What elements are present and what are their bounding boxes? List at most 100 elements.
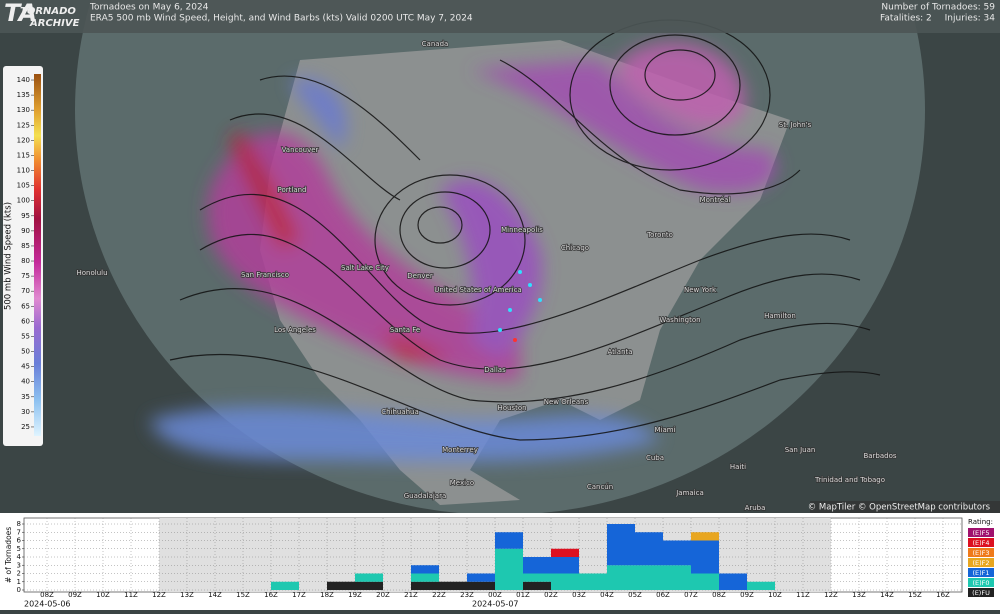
legend-label: (E)FU	[972, 589, 990, 597]
y-tick-label: 7	[17, 528, 21, 536]
bar-segment	[551, 557, 579, 574]
map-label: Denver	[407, 272, 433, 280]
bar-segment	[635, 532, 663, 566]
map-label: Dallas	[484, 366, 506, 374]
y-tick-label: 2	[17, 570, 21, 578]
map-label: Vancouver	[282, 146, 319, 154]
x-tick-label: 08Z	[40, 591, 54, 599]
legend-swatch	[968, 588, 994, 597]
bar-segment	[579, 573, 607, 590]
x-tick-label: 03Z	[572, 591, 586, 599]
x-tick-label: 04Z	[600, 591, 614, 599]
bar-segment	[327, 581, 355, 590]
colorbar-tick-label: 110	[17, 167, 30, 175]
colorbar-tick-label: 105	[17, 182, 30, 190]
x-tick-label: 06Z	[656, 591, 670, 599]
colorbar-tick-label: 115	[17, 151, 30, 159]
bar-segment	[607, 565, 635, 590]
colorbar-tick-label: 125	[17, 121, 30, 129]
fatalities: Fatalities: 2	[880, 14, 932, 24]
map-label: Washington	[659, 316, 700, 324]
y-tick-label: 0	[17, 586, 21, 594]
y-tick-label: 3	[17, 561, 21, 569]
bar-segment	[663, 540, 691, 566]
map-label: Mexico	[450, 479, 474, 487]
map-label: Montréal	[700, 196, 731, 204]
map-label: New Orleans	[544, 398, 589, 406]
bar-segment	[495, 548, 523, 590]
attribution[interactable]: © MapTiler © OpenStreetMap contributors	[808, 503, 991, 513]
map-label: Aruba	[745, 504, 766, 512]
bar-segment	[523, 557, 551, 574]
y-tick-label: 8	[17, 520, 21, 528]
colorbar-tick-label: 25	[21, 423, 30, 431]
x-tick-label: 15Z	[236, 591, 250, 599]
y-tick-label: 1	[17, 578, 21, 586]
map-label: Minneapolis	[501, 226, 543, 234]
y-tick-label: 5	[17, 545, 21, 553]
x-tick-label: 13Z	[852, 591, 866, 599]
bar-segment	[467, 573, 495, 582]
bar-segment	[663, 565, 691, 590]
legend-swatch	[968, 538, 994, 547]
map-label: Jamaica	[675, 489, 704, 497]
colorbar-tick-label: 35	[21, 393, 30, 401]
map-label: Trinidad and Tobago	[814, 476, 885, 484]
legend-label: (E)F5	[972, 529, 989, 537]
legend-swatch	[968, 568, 994, 577]
x-tick-label: 17Z	[292, 591, 306, 599]
x-tick-label: 07Z	[684, 591, 698, 599]
tornado-count: Number of Tornadoes: 59	[881, 3, 995, 13]
x-tick-label: 20Z	[376, 591, 390, 599]
colorbar-tick-label: 40	[21, 378, 30, 386]
map-label: Canada	[422, 40, 449, 48]
colorbar-tick-label: 95	[21, 212, 30, 220]
bar-segment	[691, 573, 719, 590]
x-tick-label: 12Z	[152, 591, 166, 599]
colorbar-tick-label: 70	[21, 287, 30, 295]
x-tick-label: 10Z	[96, 591, 110, 599]
colorbar-tick-label: 90	[21, 227, 30, 235]
attribution-box	[810, 501, 1000, 513]
x-tick-label: 13Z	[180, 591, 194, 599]
x-tick-label: 02Z	[544, 591, 558, 599]
bar-segment	[467, 581, 495, 590]
colorbar-tick-label: 80	[21, 257, 30, 265]
bar-segment	[635, 565, 663, 590]
colorbar-tick-label: 140	[17, 76, 30, 84]
map-label: Atlanta	[607, 348, 632, 356]
x-tick-label: 09Z	[740, 591, 754, 599]
x-tick-label: 11Z	[796, 591, 810, 599]
legend-label: (E)F2	[972, 559, 989, 567]
x-tick-label: 11Z	[124, 591, 138, 599]
title: Tornadoes on May 6, 2024	[89, 3, 209, 13]
x-tick-label: 22Z	[432, 591, 446, 599]
map-label: Santa Fe	[390, 326, 420, 334]
colorbar-panel	[3, 66, 43, 446]
colorbar: 500 mb Wind Speed (kts) 25 30 35 40 45 50 55 60…	[3, 66, 43, 446]
map[interactable]: Canada Honolulu Vancouver Portland San F…	[0, 0, 1000, 515]
y-tick-label: 6	[17, 537, 22, 545]
legend-swatch	[968, 558, 994, 567]
map-label: Salt Lake City	[341, 264, 389, 272]
logo-text: ARCHIVE	[29, 18, 80, 29]
bar-segment	[691, 532, 719, 541]
legend-swatch	[968, 528, 994, 537]
date-label: 2024-05-06	[24, 600, 71, 609]
colorbar-tick-label: 135	[17, 91, 30, 99]
header-bar	[0, 0, 1000, 33]
map-label: Cancún	[587, 483, 613, 491]
x-tick-label: 16Z	[936, 591, 950, 599]
map-label: Honolulu	[76, 269, 107, 277]
injuries: Injuries: 34	[945, 14, 996, 24]
x-tick-label: 18Z	[320, 591, 334, 599]
x-tick-label: 16Z	[264, 591, 278, 599]
x-tick-label: 14Z	[880, 591, 894, 599]
legend-label: (E)F1	[972, 569, 989, 577]
bar-segment	[411, 565, 439, 574]
bar-segment	[411, 581, 439, 590]
map-label: Guadalajara	[404, 492, 447, 500]
colorbar-tick-label: 60	[21, 317, 30, 325]
height-contours	[169, 19, 881, 441]
